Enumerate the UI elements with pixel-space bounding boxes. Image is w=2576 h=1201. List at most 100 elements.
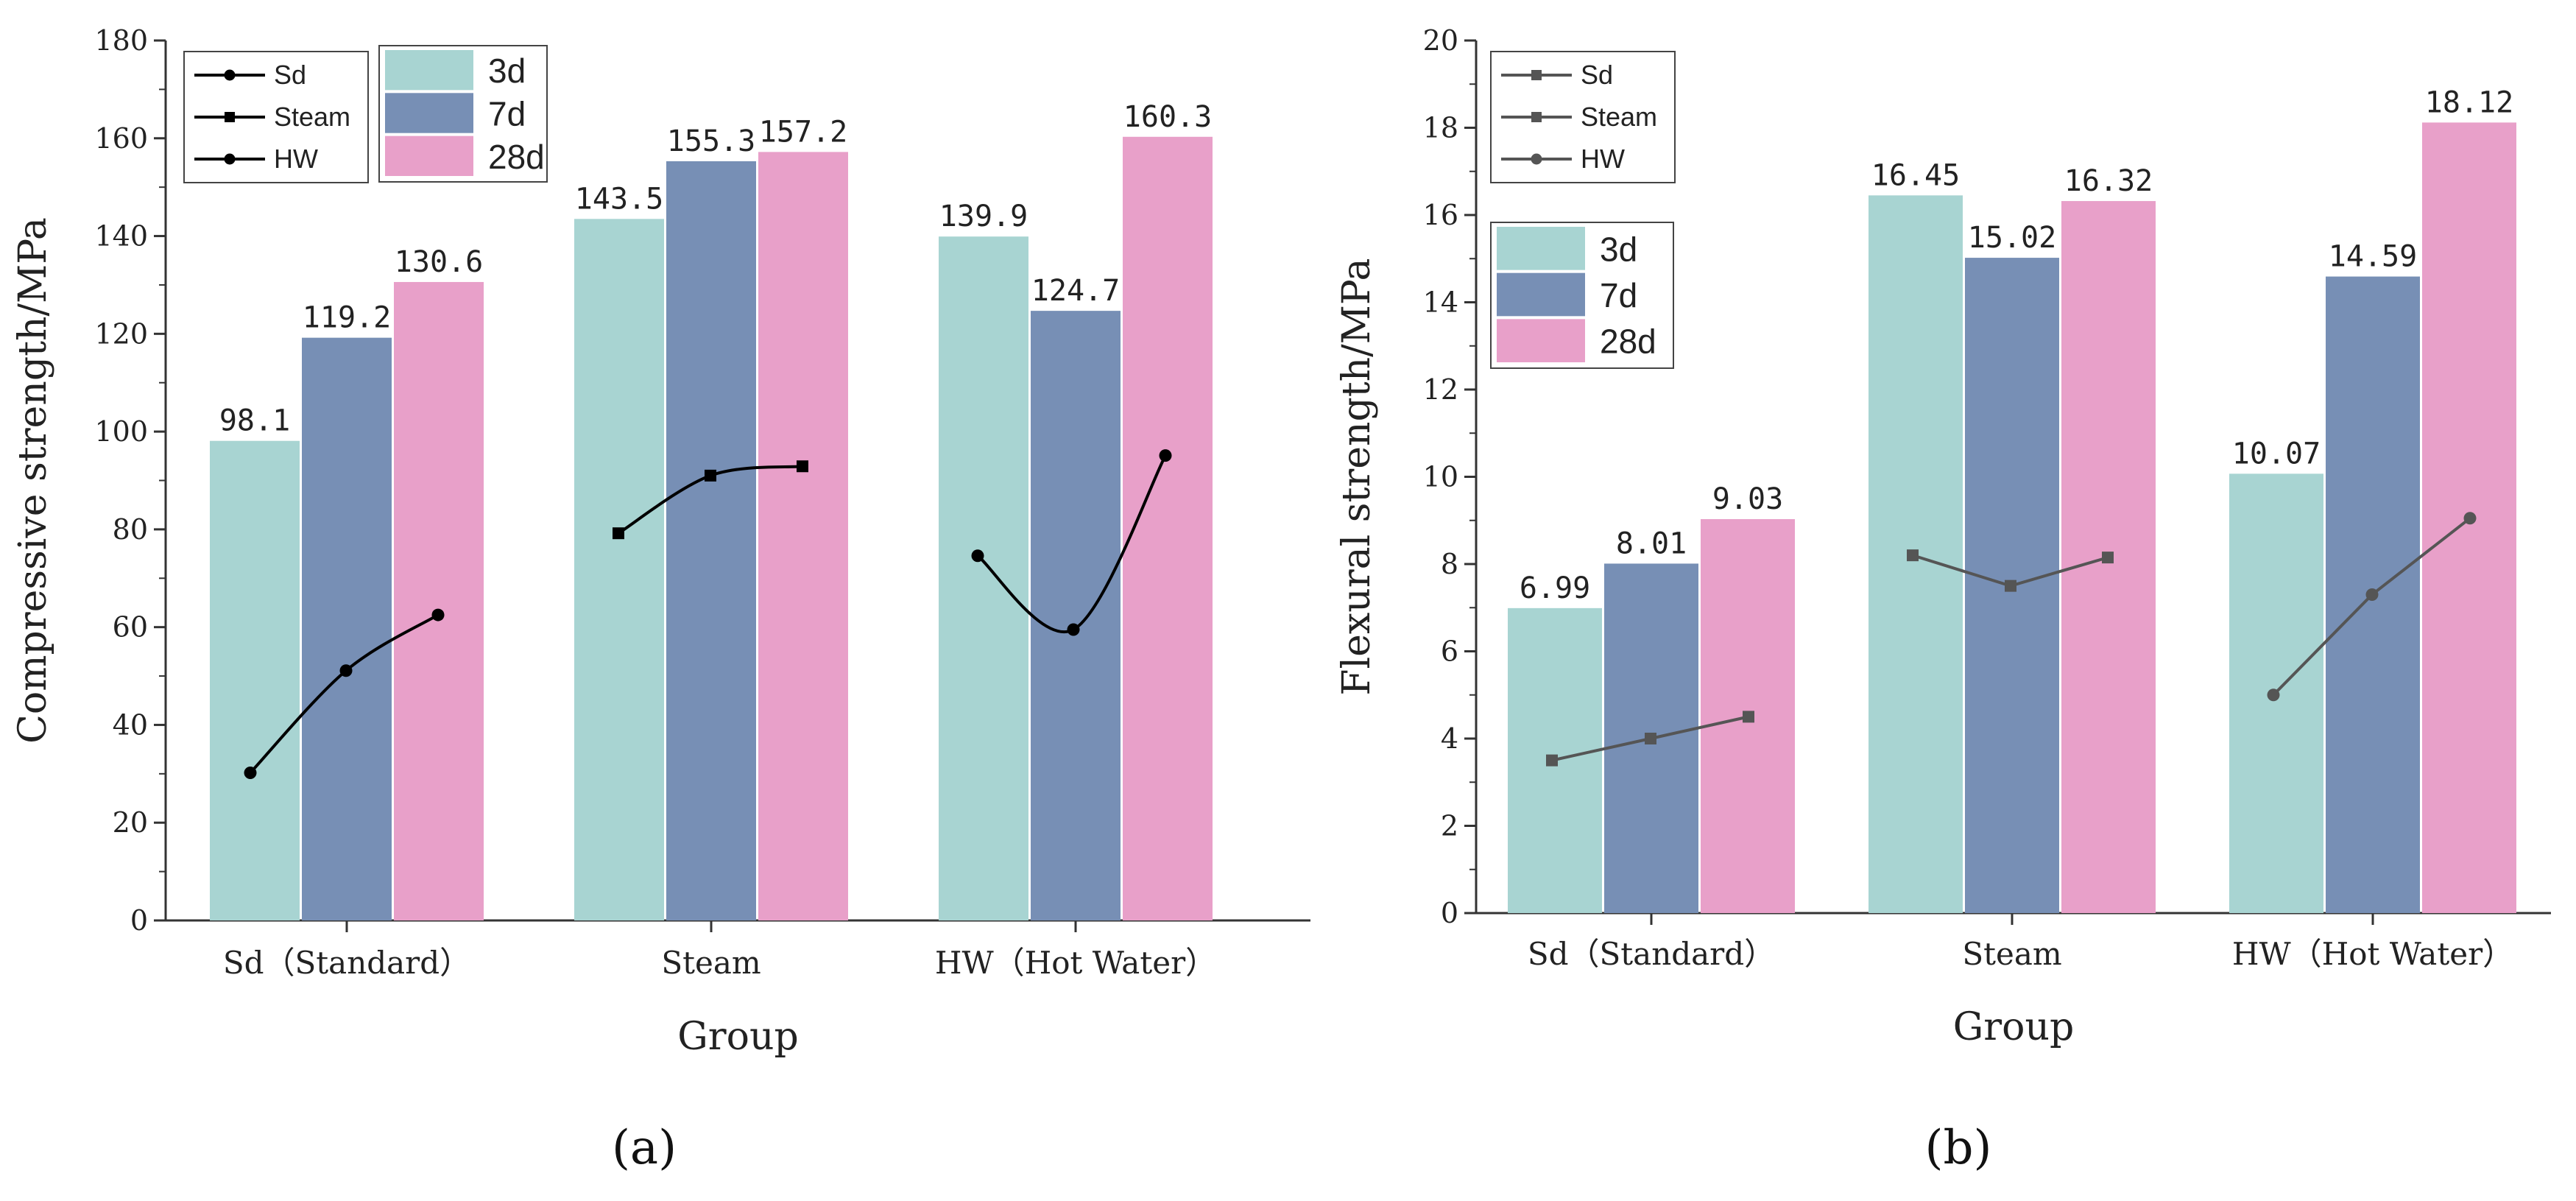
x-axis-title: Group (677, 1015, 798, 1059)
legend-swatch (385, 135, 473, 176)
legend-marker (1531, 112, 1542, 122)
y-tick-label: 18 (1423, 112, 1458, 144)
point-Steam-0 (613, 527, 624, 540)
legend-label: 28d (488, 138, 545, 176)
point-Sd-0 (244, 767, 257, 780)
legend-swatch (385, 50, 473, 91)
y-tick-label: 12 (1423, 373, 1458, 406)
legend-label: HW (274, 144, 318, 174)
bar-28d-0 (394, 281, 484, 920)
point-Steam-2 (797, 460, 808, 473)
legend-marker (1531, 70, 1542, 80)
point-Steam-0 (1907, 549, 1919, 562)
bar-28d-2 (1123, 136, 1213, 920)
data-label: 143.5 (575, 182, 663, 216)
y-tick-label: 8 (1441, 548, 1458, 580)
legend-label: Steam (1581, 102, 1657, 132)
panel-label: (b) (1925, 1121, 1992, 1175)
point-Sd-2 (431, 608, 445, 621)
point-Steam-2 (2102, 552, 2114, 564)
bar-3d-1 (574, 219, 664, 920)
legend-swatch (385, 93, 473, 133)
y-tick-label: 6 (1441, 635, 1458, 668)
legend-label: 7d (488, 95, 526, 133)
point-Sd-1 (1645, 733, 1656, 744)
data-label: 15.02 (1968, 221, 2056, 255)
bar-3d-0 (210, 440, 300, 920)
y-tick-label: 160 (94, 122, 148, 155)
y-axis-title: Flexural strength/MPa (1335, 258, 1379, 695)
chart-panel-a: 0 20 40 60 80 100 120 140 160 180 98.1 143.5 139.9 11… (11, 24, 1310, 1175)
data-label: 139.9 (939, 200, 1028, 233)
data-label: 124.7 (1031, 274, 1120, 308)
data-label: 9.03 (1712, 482, 1783, 516)
data-label: 18.12 (2425, 85, 2513, 119)
point-Sd-1 (339, 664, 353, 677)
legend-lines: Sd Steam HW (183, 51, 369, 183)
x-tick-label: Steam (661, 945, 761, 981)
legend-swatch (1497, 319, 1585, 362)
bar-3d-2 (939, 236, 1028, 920)
point-HW-0 (971, 549, 984, 563)
chart-panel-b: 0 2 4 6 8 10 12 14 16 18 20 6.99 16.45 10.07 8.01 15.02… (1335, 24, 2551, 1175)
legend-label: 3d (488, 52, 526, 90)
data-label: 157.2 (759, 115, 847, 149)
legend-swatch (1497, 272, 1585, 317)
bar-28d-1 (758, 152, 848, 920)
x-axis-title: Group (1953, 1005, 2074, 1049)
data-label: 10.07 (2232, 437, 2321, 471)
legend-label: Sd (1581, 60, 1613, 90)
y-tick-label: 10 (1423, 461, 1458, 493)
y-tick-label: 80 (113, 513, 148, 546)
y-tick-label: 16 (1423, 199, 1458, 231)
y-tick-label: 40 (113, 708, 148, 741)
y-tick-label: 4 (1441, 722, 1458, 755)
y-tick-label: 180 (94, 24, 148, 57)
point-HW-2 (2463, 512, 2477, 525)
bar-7d-0 (302, 337, 392, 921)
point-HW-1 (1067, 623, 1080, 636)
y-tick-label: 2 (1441, 810, 1458, 842)
point-Sd-0 (1546, 754, 1558, 767)
y-tick-label: 20 (1423, 24, 1458, 57)
point-Sd-2 (1743, 711, 1754, 723)
point-HW-2 (1159, 449, 1172, 462)
data-label: 16.32 (2064, 164, 2153, 198)
data-label: 160.3 (1123, 100, 1212, 134)
point-Steam-1 (705, 469, 716, 482)
y-axis-title: Compressive strength/MPa (11, 217, 55, 744)
y-tick-label: 140 (94, 220, 148, 253)
point-Steam-1 (2005, 580, 2016, 592)
x-tick-label: Steam (1962, 936, 2061, 972)
point-HW-1 (2365, 588, 2379, 601)
y-tick-label: 100 (94, 415, 148, 448)
legend-swatch (1497, 227, 1585, 270)
legend-marker (224, 153, 236, 165)
panel-label: (a) (612, 1121, 677, 1175)
data-label: 14.59 (2329, 240, 2417, 274)
legend-label: Steam (274, 102, 350, 132)
x-tick-label: Sd（Standard） (223, 945, 470, 981)
bar-7d-2 (1031, 311, 1121, 920)
data-label: 155.3 (667, 124, 755, 158)
point-HW-0 (2267, 688, 2280, 702)
data-label: 16.45 (1871, 158, 1960, 192)
data-label: 98.1 (219, 404, 290, 438)
data-label: 119.2 (303, 301, 391, 335)
legend-label: HW (1581, 144, 1625, 174)
x-tick-label: HW（Hot Water） (935, 945, 1216, 981)
y-tick-label: 0 (130, 904, 148, 937)
data-label: 8.01 (1616, 526, 1687, 560)
legend-lines: Sd Steam HW (1490, 51, 1676, 183)
y-tick-label: 0 (1441, 897, 1458, 929)
legend-marker (1531, 153, 1542, 165)
legend-bars: 3d 7d 28d (378, 45, 548, 183)
y-tick-label: 14 (1423, 286, 1458, 319)
y-tick-label: 120 (94, 317, 148, 350)
legend-marker (224, 69, 236, 81)
y-tick-label: 20 (113, 806, 148, 839)
legend-label: 3d (1600, 230, 1637, 268)
legend-marker (225, 112, 235, 122)
